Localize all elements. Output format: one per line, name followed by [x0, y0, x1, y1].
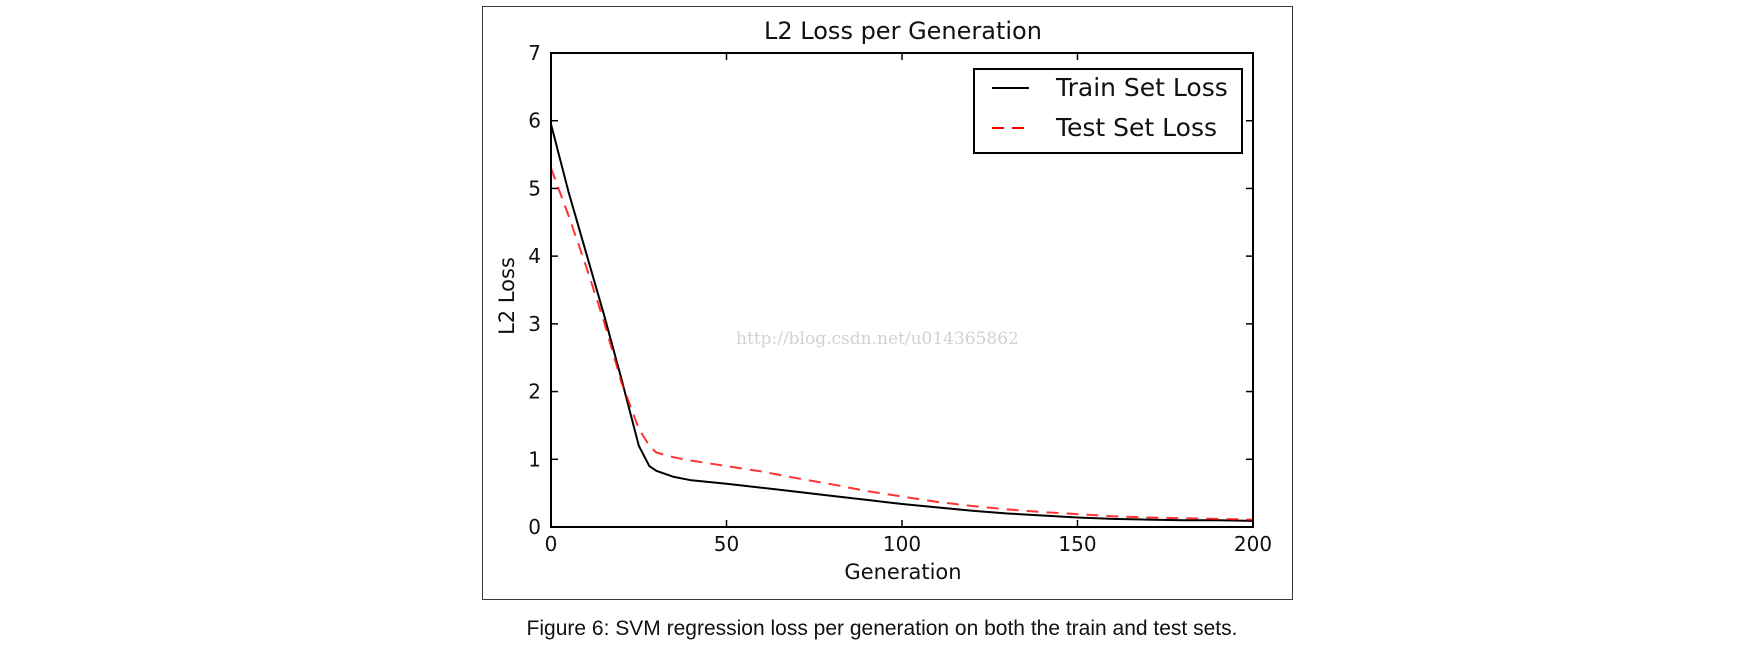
y-axis-label: L2 Loss: [495, 257, 519, 335]
legend-box: [973, 68, 1243, 154]
y-tick-label: 2: [528, 380, 541, 404]
test-loss-line: [550, 167, 1254, 521]
y-axis-ticks: 0 1 2 3 4 5 6 7: [528, 41, 1253, 539]
x-tick-label: 200: [1234, 532, 1272, 556]
chart: L2 Loss per Generation L2 Loss Generatio…: [495, 17, 1272, 584]
x-tick-label: 0: [545, 532, 558, 556]
figure-frame: L2 Loss per Generation L2 Loss Generatio…: [482, 6, 1293, 600]
x-tick-label: 50: [714, 532, 739, 556]
plot-area-border: [550, 52, 1254, 528]
x-axis-label: Generation: [844, 560, 961, 584]
train-loss-line: [550, 123, 1254, 522]
legend: Train Set Loss Test Set Loss: [973, 68, 1243, 154]
legend-train-label: Train Set Loss: [1055, 73, 1228, 102]
y-tick-label: 4: [528, 244, 541, 268]
chart-title: L2 Loss per Generation: [764, 17, 1042, 45]
y-tick-label: 6: [528, 109, 541, 133]
y-tick-label: 1: [528, 447, 541, 471]
x-tick-label: 150: [1058, 532, 1096, 556]
y-tick-label: 7: [528, 41, 541, 65]
legend-test-label: Test Set Loss: [1055, 113, 1217, 142]
y-tick-label: 3: [528, 312, 541, 336]
x-tick-label: 100: [883, 532, 921, 556]
y-tick-label: 5: [528, 176, 541, 200]
watermark-text: http://blog.csdn.net/u014365862: [736, 329, 1019, 349]
y-tick-label: 0: [528, 515, 541, 539]
series-layer: [550, 123, 1254, 522]
figure-caption: Figure 6: SVM regression loss per genera…: [526, 617, 1238, 640]
x-axis-ticks: 0 50 100 150 200: [545, 53, 1272, 556]
